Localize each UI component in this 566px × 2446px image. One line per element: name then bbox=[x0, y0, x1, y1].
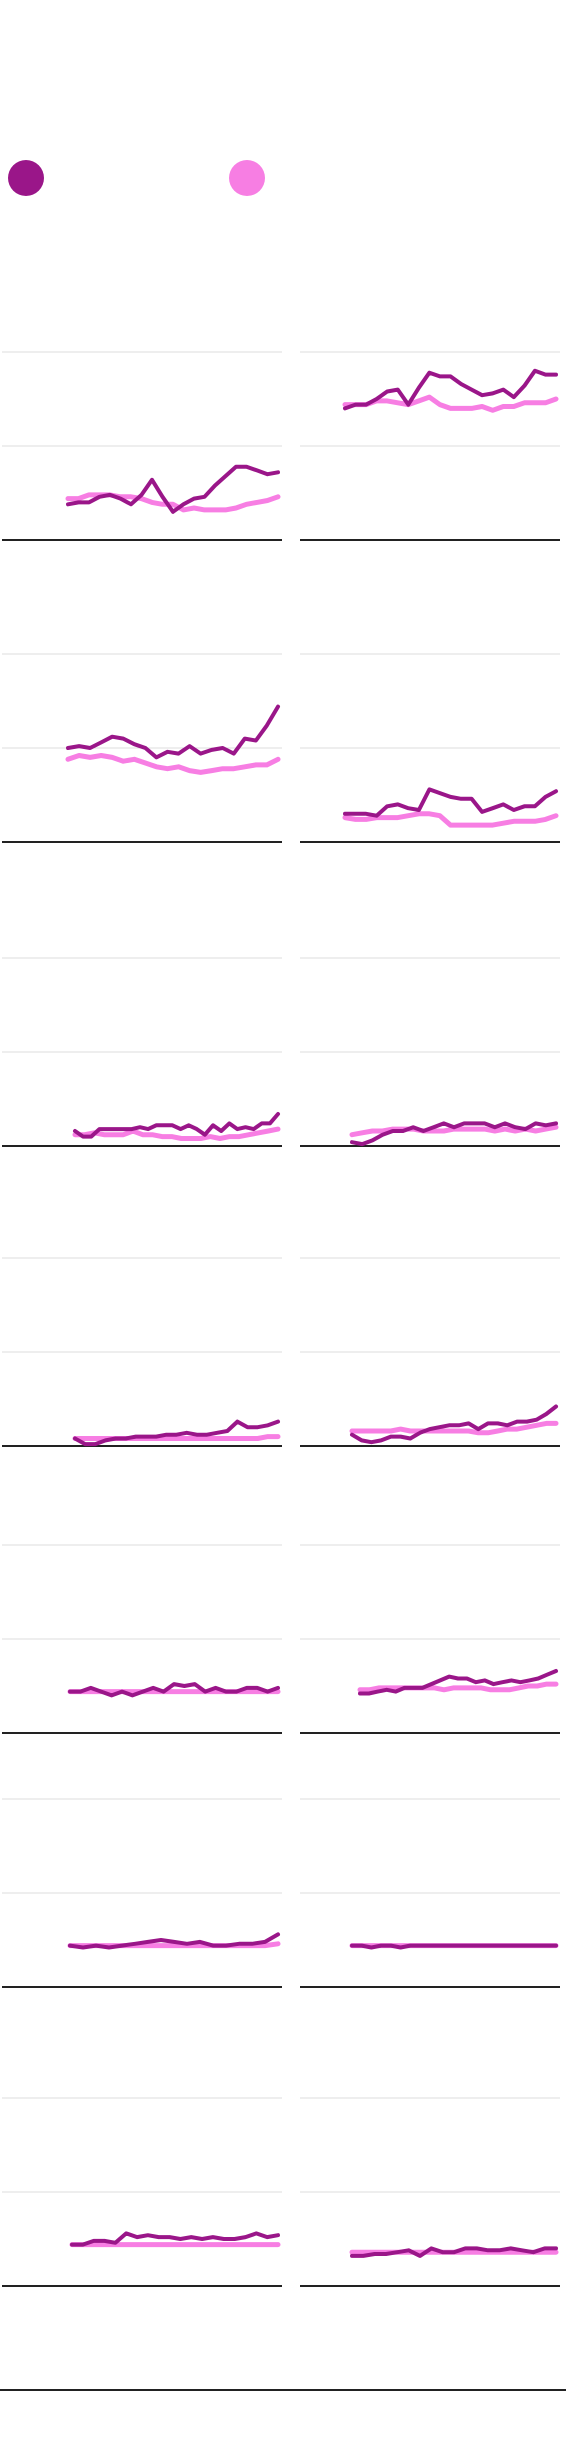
series-line-dark bbox=[66, 704, 280, 760]
chart-panel bbox=[2, 1798, 282, 1988]
chart-panel bbox=[300, 653, 560, 843]
series-line-dark bbox=[66, 464, 280, 514]
series-line-light bbox=[342, 394, 559, 413]
legend-item-light bbox=[229, 160, 273, 196]
series-line-dark bbox=[350, 1943, 558, 1950]
series-line-dark bbox=[350, 1121, 558, 1147]
series-line-dark bbox=[73, 1419, 280, 1447]
chart-panel bbox=[300, 351, 560, 541]
series-line-dark bbox=[70, 2231, 280, 2247]
legend bbox=[0, 160, 566, 210]
legend-swatch-light bbox=[229, 160, 265, 196]
series-line-light bbox=[342, 811, 559, 828]
chart-panel bbox=[2, 957, 282, 1147]
series-line-dark bbox=[350, 2246, 558, 2258]
series-line-dark bbox=[68, 1682, 280, 1698]
bottom-rule bbox=[0, 2389, 566, 2391]
series-line-light bbox=[357, 1681, 559, 1693]
legend-item-dark bbox=[8, 160, 52, 196]
series-line-light bbox=[349, 1420, 559, 1436]
series-line-dark bbox=[343, 787, 558, 818]
series-line-light bbox=[72, 1126, 281, 1141]
legend-swatch-dark bbox=[8, 160, 44, 196]
chart-panel bbox=[2, 2097, 282, 2287]
series-line-dark bbox=[358, 1669, 558, 1696]
chart-panel bbox=[300, 1257, 560, 1447]
chart-panel bbox=[300, 957, 560, 1147]
series-line-dark bbox=[68, 1932, 280, 1950]
series-line-dark bbox=[343, 368, 558, 411]
chart-panel bbox=[300, 1544, 560, 1734]
chart-panel bbox=[2, 1544, 282, 1734]
chart-panel bbox=[2, 351, 282, 541]
series-line-dark bbox=[73, 1112, 280, 1139]
series-line-dark bbox=[350, 1404, 558, 1445]
chart-panel bbox=[300, 2097, 560, 2287]
chart-panel bbox=[300, 1798, 560, 1988]
chart-panel bbox=[2, 653, 282, 843]
chart-panel bbox=[2, 1257, 282, 1447]
series-line-light bbox=[72, 1434, 281, 1441]
series-line-light bbox=[65, 753, 281, 775]
